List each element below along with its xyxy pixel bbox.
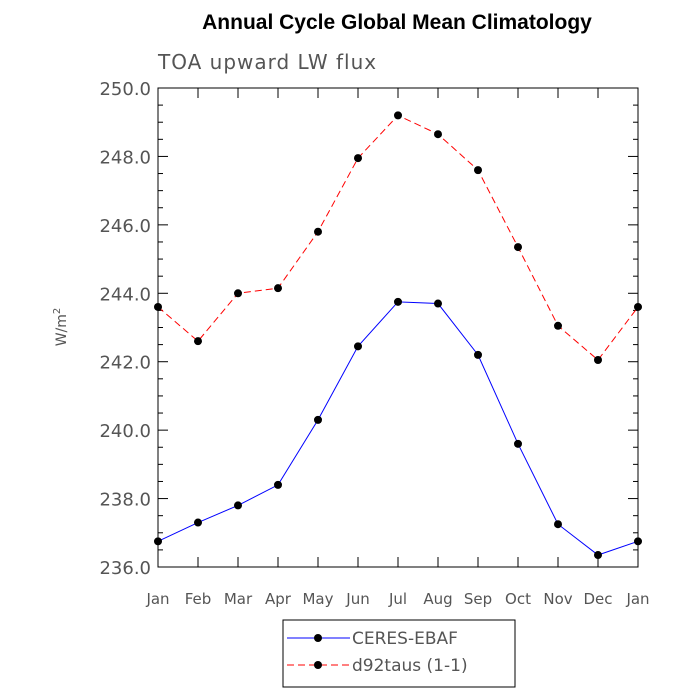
data-point: [354, 154, 362, 163]
chart-subtitle: TOA upward LW flux: [157, 50, 377, 74]
data-point: [394, 297, 402, 306]
legend-marker-0: [314, 634, 322, 642]
x-tick-label: Feb: [185, 590, 212, 608]
series-layer: [154, 111, 642, 560]
plot-frame: [157, 87, 639, 568]
data-point: [514, 243, 522, 252]
data-point: [314, 227, 322, 236]
data-point: [194, 337, 202, 346]
chart-title: Annual Cycle Global Mean Climatology: [202, 11, 592, 34]
data-point: [554, 321, 562, 330]
x-tick-label: Dec: [583, 590, 612, 608]
legend-label-0: CERES-EBAF: [352, 629, 458, 649]
data-point: [234, 289, 242, 298]
y-tick-label: 238.0: [99, 490, 151, 511]
data-point: [194, 518, 202, 527]
data-point: [474, 350, 482, 359]
data-point: [154, 537, 162, 546]
x-tick-label: Jan: [625, 590, 649, 608]
y-axis-label-superscript: 2: [52, 308, 63, 314]
data-point: [274, 284, 282, 293]
data-point: [314, 415, 322, 424]
y-axis-label: W/m2: [52, 308, 70, 347]
legend-box: [282, 619, 516, 688]
x-tick-label: Apr: [265, 590, 292, 608]
data-point: [474, 166, 482, 175]
x-tick-label: Sep: [464, 590, 492, 608]
data-point: [434, 130, 442, 139]
data-point: [354, 342, 362, 351]
series-line-0: [157, 301, 639, 556]
y-tick-label: 244.0: [99, 284, 151, 305]
legend-marker-1: [314, 661, 322, 669]
x-tick-label: May: [302, 590, 333, 608]
x-tick-label: Jun: [345, 590, 369, 608]
y-tick-label: 248.0: [99, 147, 151, 168]
series-line-1: [157, 114, 639, 361]
data-point: [274, 480, 282, 489]
x-tick-label: Jan: [145, 590, 169, 608]
data-point: [154, 302, 162, 311]
y-tick-label: 240.0: [99, 421, 151, 442]
y-tick-label: 250.0: [99, 79, 151, 100]
x-tick-label: Aug: [423, 590, 452, 608]
data-point: [594, 356, 602, 365]
data-point: [554, 520, 562, 529]
legend-label-1: d92taus (1-1): [352, 656, 468, 676]
data-point: [234, 501, 242, 510]
axis-ticks: Jan Feb Mar Apr May Jun Jul Aug Sep Oct Nov Dec Jan 2…: [99, 79, 649, 608]
data-point: [594, 551, 602, 560]
x-tick-label: Nov: [543, 590, 572, 608]
y-axis-label-base: W/m: [54, 314, 70, 346]
legend: CERES-EBAF d92taus (1-1): [282, 619, 516, 688]
y-tick-label: 236.0: [99, 558, 151, 579]
x-tick-label: Jul: [388, 590, 407, 608]
data-point: [514, 439, 522, 448]
y-tick-label: 246.0: [99, 216, 151, 237]
data-point: [434, 299, 442, 308]
data-point: [394, 111, 402, 120]
x-tick-label: Oct: [505, 590, 531, 608]
x-tick-label: Mar: [224, 590, 253, 608]
y-tick-label: 242.0: [99, 353, 151, 374]
data-point: [634, 302, 642, 311]
data-point: [634, 537, 642, 546]
